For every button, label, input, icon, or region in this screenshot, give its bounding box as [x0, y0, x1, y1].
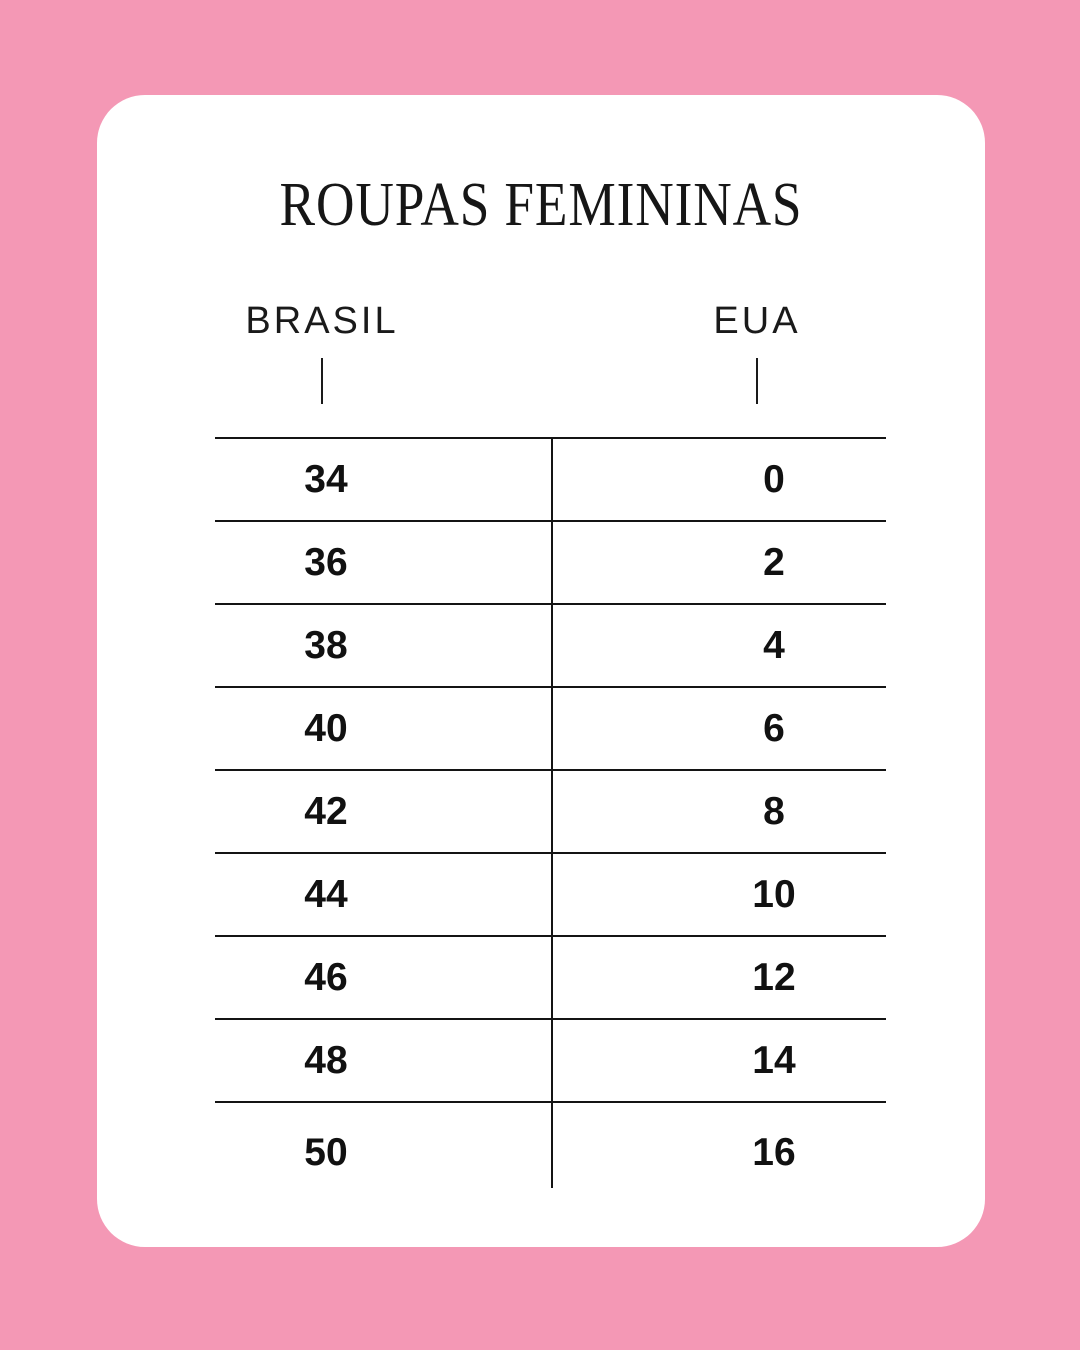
eua-size-value: 10 — [752, 872, 796, 916]
size-chart-card: ROUPAS FEMININAS BRASIL EUA 34 0 36 2 38… — [97, 95, 985, 1247]
table-cell-eua: 0 — [551, 439, 886, 520]
table-row: 44 10 — [215, 854, 886, 937]
table-row: 40 6 — [215, 688, 886, 771]
table-cell-brasil: 44 — [215, 854, 551, 935]
table-cell-eua: 6 — [551, 688, 886, 769]
table-row: 42 8 — [215, 771, 886, 854]
table-cell-eua: 14 — [551, 1020, 886, 1101]
eua-header-tick — [756, 358, 758, 404]
brasil-size-value: 38 — [304, 623, 348, 667]
eua-size-value: 16 — [752, 1131, 796, 1174]
table-cell-brasil: 46 — [215, 937, 551, 1018]
table-row: 48 14 — [215, 1020, 886, 1103]
brasil-size-value: 34 — [304, 457, 348, 501]
column-divider-line — [551, 439, 553, 1188]
table-cell-eua: 4 — [551, 605, 886, 686]
table-cell-brasil: 38 — [215, 605, 551, 686]
page-title: ROUPAS FEMININAS — [279, 171, 803, 239]
eua-size-value: 8 — [763, 789, 785, 833]
table-cell-eua: 12 — [551, 937, 886, 1018]
table-cell-eua: 8 — [551, 771, 886, 852]
table-cell-brasil: 48 — [215, 1020, 551, 1101]
eua-size-value: 2 — [763, 540, 785, 584]
table-cell-brasil: 34 — [215, 439, 551, 520]
brasil-size-value: 40 — [304, 706, 348, 750]
eua-size-value: 14 — [752, 1038, 796, 1082]
table-cell-brasil: 50 — [215, 1103, 551, 1203]
table-row: 34 0 — [215, 439, 886, 522]
table-cell-brasil: 36 — [215, 522, 551, 603]
table-cell-brasil: 40 — [215, 688, 551, 769]
table-cell-eua: 10 — [551, 854, 886, 935]
brasil-size-value: 36 — [304, 540, 348, 584]
table-cell-eua: 2 — [551, 522, 886, 603]
brasil-size-value: 48 — [304, 1038, 348, 1082]
table-row: 36 2 — [215, 522, 886, 605]
eua-size-value: 12 — [752, 955, 796, 999]
brasil-size-value: 50 — [304, 1131, 348, 1174]
column-header-eua: EUA — [713, 300, 801, 342]
brasil-header-tick — [321, 358, 323, 404]
brasil-size-value: 42 — [304, 789, 348, 833]
table-cell-eua: 16 — [551, 1103, 886, 1203]
table-row: 46 12 — [215, 937, 886, 1020]
table-row: 38 4 — [215, 605, 886, 688]
column-header-brasil: BRASIL — [245, 300, 399, 342]
eua-size-value: 0 — [763, 457, 785, 501]
eua-size-value: 4 — [763, 623, 785, 667]
eua-size-value: 6 — [763, 706, 785, 750]
table-row: 50 16 — [215, 1103, 886, 1203]
table-cell-brasil: 42 — [215, 771, 551, 852]
brasil-size-value: 44 — [304, 872, 348, 916]
size-conversion-table: 34 0 36 2 38 4 40 6 42 8 44 10 — [215, 437, 886, 1203]
brasil-size-value: 46 — [304, 955, 348, 999]
